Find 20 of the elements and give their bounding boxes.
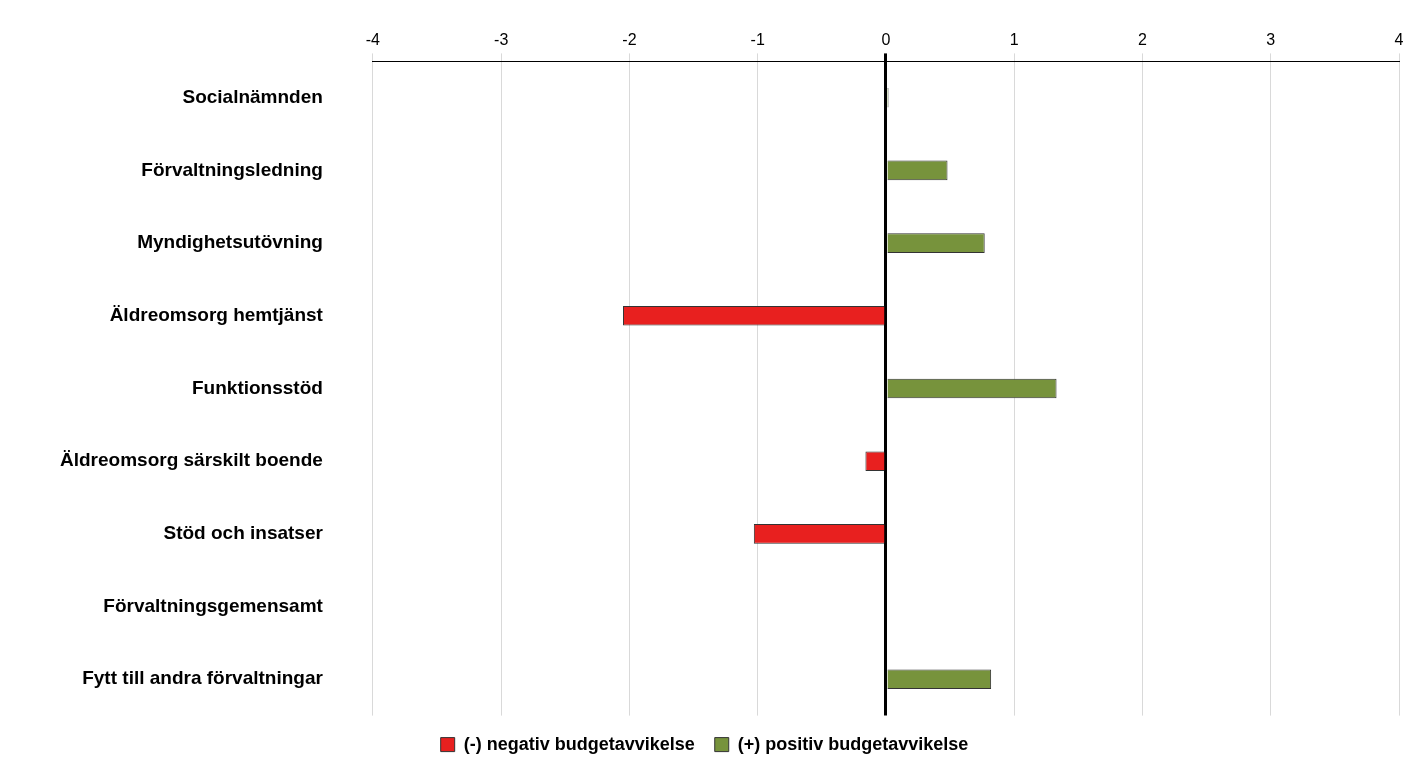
- x-tick-label: -1: [750, 31, 765, 49]
- y-tick-label: Förvaltningsgemensamt: [103, 594, 324, 616]
- y-tick-label: Stöd och insatser: [163, 522, 324, 544]
- x-tick-label: 1: [1009, 31, 1019, 49]
- x-tick-label: -2: [622, 31, 637, 49]
- x-tick-label: 4: [1394, 31, 1404, 49]
- y-tick-label: Äldreomsorg särskilt boende: [60, 449, 323, 471]
- x-tick-label: -3: [494, 31, 509, 49]
- x-tick-label: -4: [365, 31, 381, 49]
- y-tick-label: Myndighetsutövning: [137, 231, 323, 253]
- y-tick-label: Funktionsstöd: [192, 376, 323, 398]
- x-tick-label: 0: [881, 31, 891, 49]
- legend-label: (+) positiv budgetavvikelse: [737, 733, 969, 754]
- y-tick-label: Äldreomsorg hemtjänst: [109, 304, 324, 326]
- legend-label: (-) negativ budgetavvikelse: [463, 733, 695, 754]
- x-tick-label: 2: [1138, 31, 1148, 49]
- y-tick-label: Fytt till andra förvaltningar: [82, 667, 324, 689]
- y-tick-label: Förvaltningsledning: [141, 158, 323, 180]
- y-tick-label: Socialnämnden: [182, 85, 323, 107]
- x-tick-label: 3: [1266, 31, 1276, 49]
